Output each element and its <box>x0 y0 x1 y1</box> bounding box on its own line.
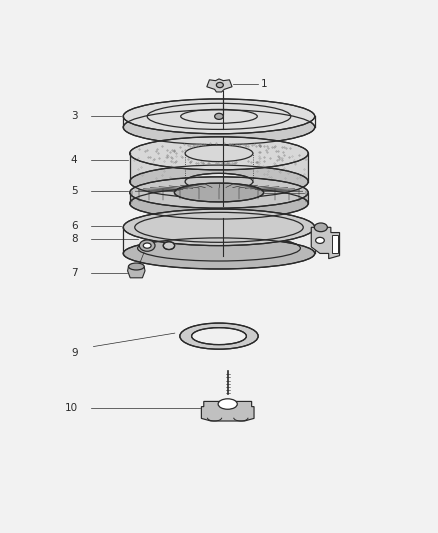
Ellipse shape <box>163 241 175 249</box>
Text: 4: 4 <box>71 155 78 165</box>
Text: 8: 8 <box>71 234 78 244</box>
Text: 3: 3 <box>71 111 78 122</box>
Text: 5: 5 <box>71 186 78 196</box>
Polygon shape <box>201 401 254 421</box>
Ellipse shape <box>123 110 315 144</box>
Ellipse shape <box>130 165 308 198</box>
Text: 6: 6 <box>71 221 78 231</box>
Ellipse shape <box>215 114 223 119</box>
Polygon shape <box>207 79 232 92</box>
Ellipse shape <box>314 223 327 232</box>
Ellipse shape <box>174 183 264 202</box>
Polygon shape <box>311 228 339 259</box>
Ellipse shape <box>191 328 247 345</box>
Ellipse shape <box>316 237 324 244</box>
Ellipse shape <box>218 399 237 409</box>
Ellipse shape <box>185 173 253 190</box>
Ellipse shape <box>123 209 315 246</box>
Ellipse shape <box>130 137 308 170</box>
Polygon shape <box>332 235 338 253</box>
Ellipse shape <box>130 188 308 219</box>
Text: 10: 10 <box>64 403 78 413</box>
Ellipse shape <box>123 238 315 269</box>
Ellipse shape <box>143 243 151 248</box>
Text: 7: 7 <box>71 268 78 278</box>
Text: 9: 9 <box>71 349 78 358</box>
Ellipse shape <box>139 240 155 251</box>
Ellipse shape <box>180 323 258 349</box>
Ellipse shape <box>123 99 315 134</box>
Ellipse shape <box>130 177 308 208</box>
Polygon shape <box>130 154 185 182</box>
Ellipse shape <box>128 263 144 270</box>
Polygon shape <box>127 266 145 278</box>
Ellipse shape <box>138 236 300 261</box>
Polygon shape <box>253 154 308 182</box>
Ellipse shape <box>216 83 223 87</box>
Text: 1: 1 <box>260 79 267 88</box>
